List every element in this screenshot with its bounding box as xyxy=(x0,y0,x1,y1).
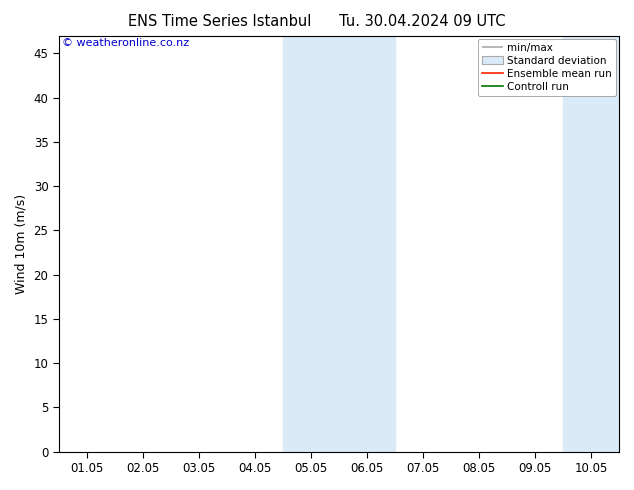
Y-axis label: Wind 10m (m/s): Wind 10m (m/s) xyxy=(15,194,28,294)
Text: © weatheronline.co.nz: © weatheronline.co.nz xyxy=(61,38,189,48)
Bar xyxy=(563,36,619,452)
Text: ENS Time Series Istanbul      Tu. 30.04.2024 09 UTC: ENS Time Series Istanbul Tu. 30.04.2024 … xyxy=(128,14,506,29)
Legend: min/max, Standard deviation, Ensemble mean run, Controll run: min/max, Standard deviation, Ensemble me… xyxy=(478,39,616,97)
Bar xyxy=(283,36,395,452)
